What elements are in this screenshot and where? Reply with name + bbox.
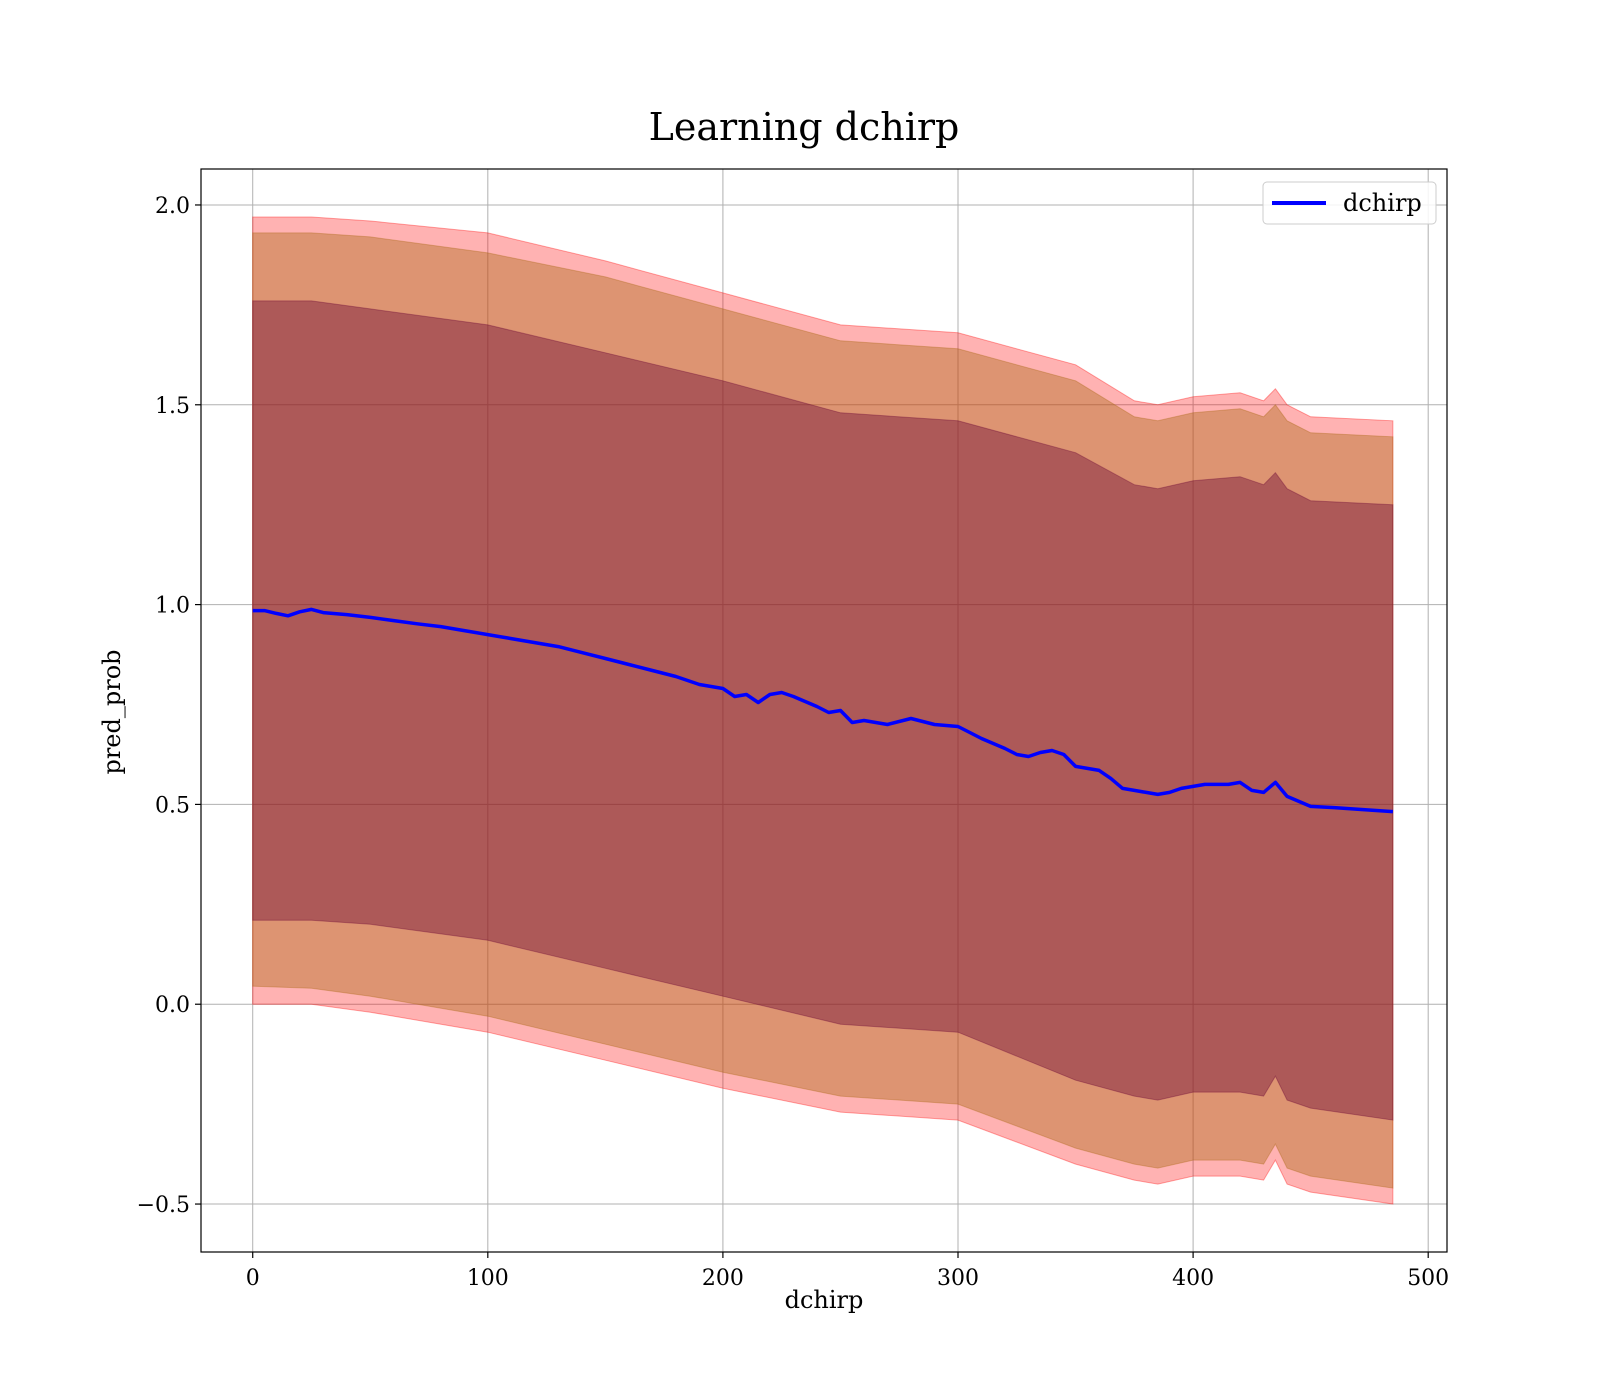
x-tick-label-3: 300 <box>937 1266 979 1291</box>
y-tick-label-4: 1.5 <box>155 394 190 419</box>
series-line-0 <box>252 607 1394 814</box>
x-tick-label-5: 500 <box>1407 1266 1449 1291</box>
y-tick-label-1: 0.0 <box>155 993 190 1018</box>
legend-label-dchirp: dchirp <box>1343 189 1422 217</box>
y-tick-label-0: −0.5 <box>137 1193 190 1218</box>
x-tick-label-0: 0 <box>246 1266 260 1291</box>
x-axis-ticks: 0 100 200 300 400 500 <box>246 1252 1449 1291</box>
x-tick-label-1: 100 <box>467 1266 509 1291</box>
y-tick-label-5: 2.0 <box>155 194 190 219</box>
y-tick-label-3: 1.0 <box>155 594 190 619</box>
grid-lines <box>201 169 1447 1252</box>
x-tick-label-2: 200 <box>702 1266 744 1291</box>
chart-title: Learning dchirp <box>649 105 960 149</box>
y-axis-ticks: −0.5 0.0 0.5 1.0 1.5 2.0 <box>137 194 201 1218</box>
y-axis-label: pred_prob <box>98 649 126 774</box>
legend: dchirp <box>1262 181 1437 225</box>
legend-box <box>1262 181 1437 225</box>
plot-frame <box>200 168 1448 1253</box>
x-axis-label: dchirp <box>785 1286 864 1314</box>
x-tick-label-4: 400 <box>1172 1266 1214 1291</box>
y-tick-label-2: 0.5 <box>155 793 190 818</box>
series-lines <box>252 607 1394 814</box>
